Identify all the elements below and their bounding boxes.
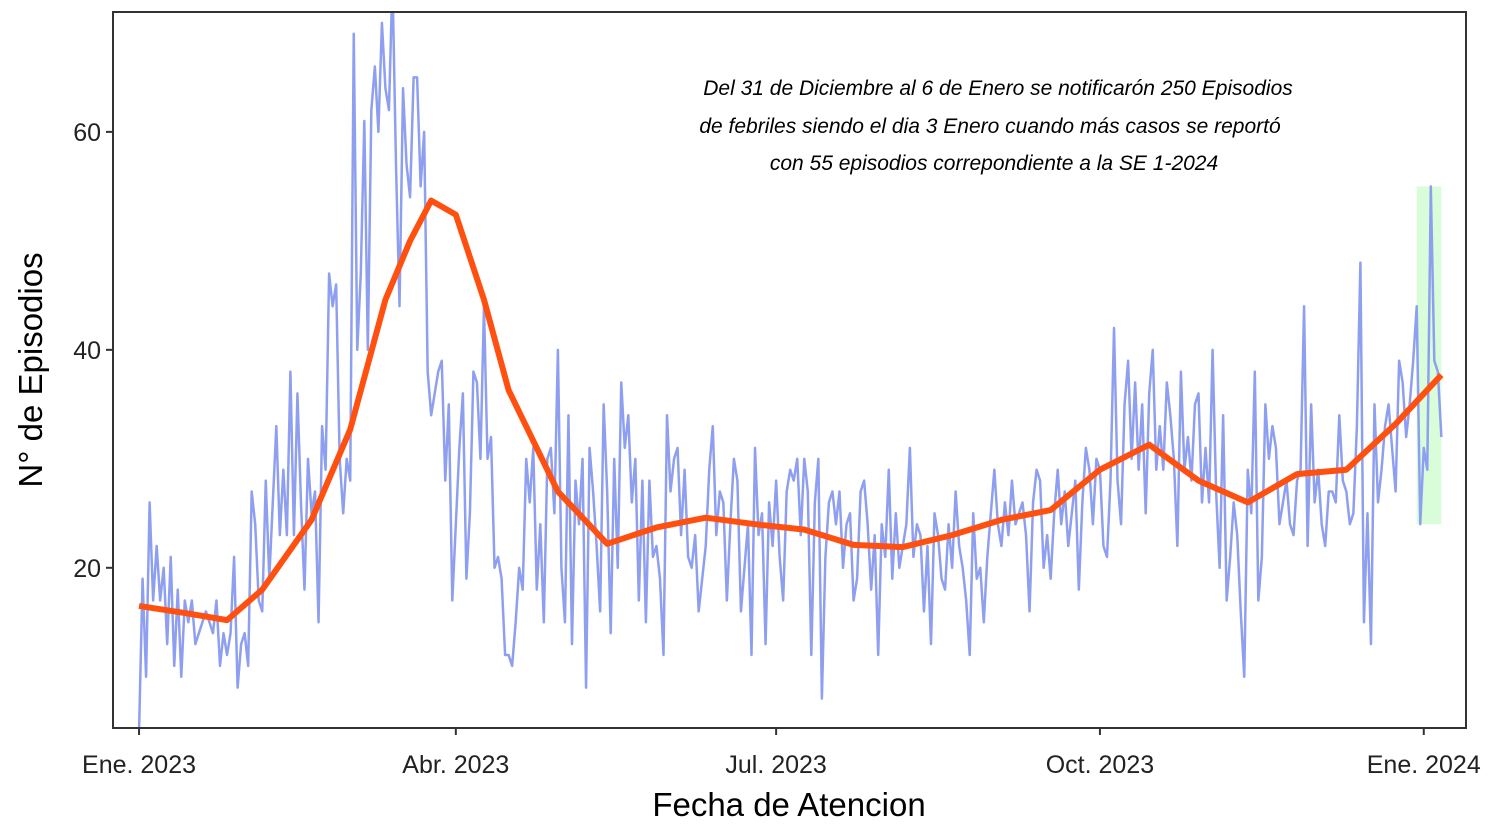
series-line [137, 12, 1443, 728]
x-tick-label: Jul. 2023 [725, 751, 826, 779]
x-tick-label: Oct. 2023 [1046, 751, 1154, 779]
annotation: de febriles siendo el dia 3 Enero cuando… [699, 115, 1281, 138]
plot-frame [112, 11, 1467, 729]
y-axis-title: N° de Episodios [12, 252, 49, 487]
x-tick-label: Abr. 2023 [402, 751, 509, 779]
plot-area [137, 12, 1444, 728]
x-axis-title: Fecha de Atencion [652, 786, 925, 823]
series-line [138, 197, 1444, 624]
y-tick-label: 20 [73, 555, 101, 583]
annotation: con 55 episodios correpondiente a la SE … [770, 152, 1218, 175]
y-tick-label: 40 [73, 337, 101, 365]
y-tick-label: 60 [73, 119, 101, 147]
x-tick-label: Ene. 2024 [1367, 751, 1481, 779]
annotation: Del 31 de Diciembre al 6 de Enero se not… [703, 77, 1293, 100]
x-tick-label: Ene. 2023 [82, 751, 196, 779]
